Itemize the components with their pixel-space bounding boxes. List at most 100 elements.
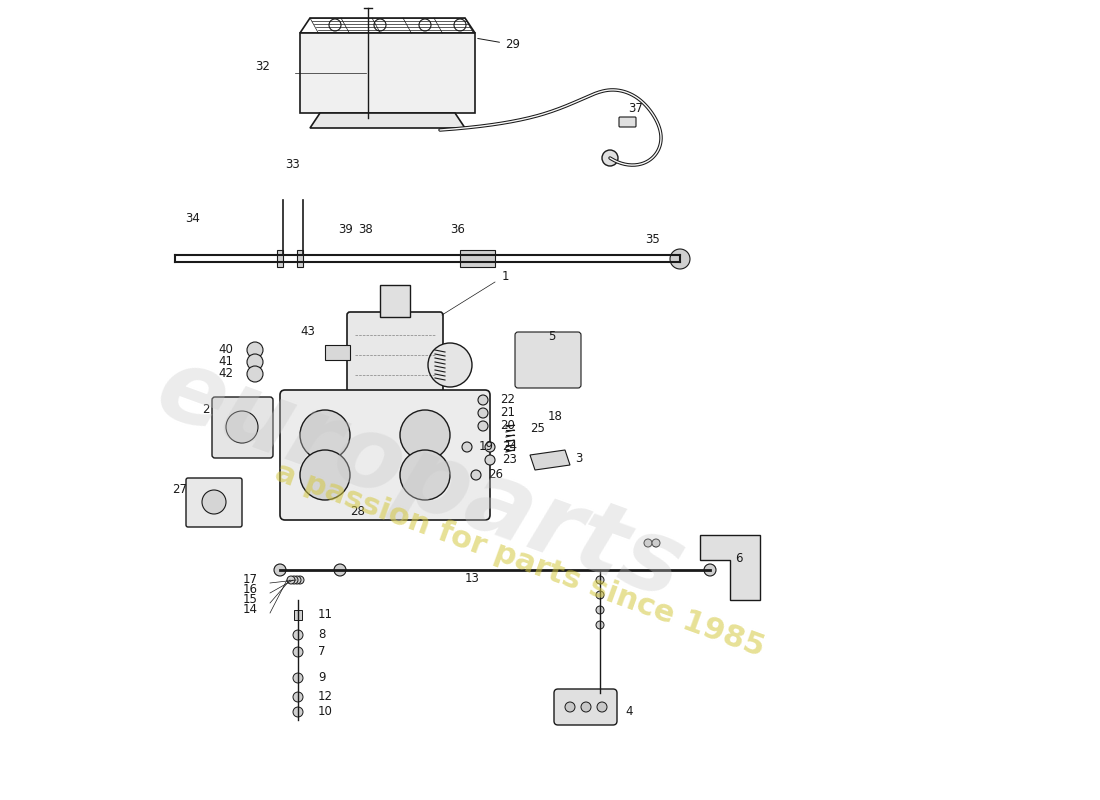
FancyBboxPatch shape	[554, 689, 617, 725]
Text: 6: 6	[735, 552, 743, 565]
Text: europarts: europarts	[144, 340, 696, 620]
Circle shape	[652, 539, 660, 547]
Circle shape	[248, 354, 263, 370]
Polygon shape	[310, 113, 465, 128]
Circle shape	[670, 249, 690, 269]
Circle shape	[478, 421, 488, 431]
Text: 23: 23	[502, 453, 517, 466]
Text: 36: 36	[450, 223, 465, 236]
Text: 37: 37	[628, 102, 642, 115]
Circle shape	[293, 576, 301, 584]
Circle shape	[274, 564, 286, 576]
Text: 22: 22	[500, 393, 515, 406]
Circle shape	[296, 576, 304, 584]
Bar	[297, 250, 302, 267]
Text: 27: 27	[172, 483, 187, 496]
Circle shape	[293, 673, 303, 683]
Circle shape	[596, 576, 604, 584]
Text: 1: 1	[502, 270, 509, 283]
Circle shape	[581, 702, 591, 712]
Circle shape	[565, 702, 575, 712]
Text: 25: 25	[530, 422, 544, 435]
Text: 16: 16	[243, 583, 258, 596]
Bar	[379, 285, 410, 317]
Circle shape	[334, 564, 346, 576]
Circle shape	[293, 707, 303, 717]
Text: 35: 35	[645, 233, 660, 246]
Text: 43: 43	[300, 325, 315, 338]
Circle shape	[602, 150, 618, 166]
Text: 13: 13	[465, 572, 480, 585]
Text: 4: 4	[625, 705, 632, 718]
Circle shape	[400, 410, 450, 460]
Text: 39: 39	[338, 223, 353, 236]
Text: 24: 24	[502, 440, 517, 453]
FancyBboxPatch shape	[515, 332, 581, 388]
Polygon shape	[530, 450, 570, 470]
Circle shape	[226, 411, 258, 443]
Circle shape	[596, 591, 604, 599]
Circle shape	[248, 366, 263, 382]
Circle shape	[596, 621, 604, 629]
Circle shape	[248, 342, 263, 358]
Text: 20: 20	[500, 419, 515, 432]
Text: 10: 10	[318, 705, 333, 718]
Text: 15: 15	[243, 593, 257, 606]
Text: a passion for parts since 1985: a passion for parts since 1985	[272, 458, 769, 662]
Text: 40: 40	[218, 343, 233, 356]
Text: 33: 33	[285, 158, 299, 171]
Text: 7: 7	[318, 645, 326, 658]
Circle shape	[290, 576, 298, 584]
Circle shape	[485, 442, 495, 452]
Text: 8: 8	[318, 628, 326, 641]
Text: 5: 5	[548, 330, 556, 343]
Text: 17: 17	[243, 573, 258, 586]
Circle shape	[644, 539, 652, 547]
Circle shape	[478, 408, 488, 418]
Text: 9: 9	[318, 671, 326, 684]
Circle shape	[597, 702, 607, 712]
Bar	[460, 250, 495, 267]
Circle shape	[704, 564, 716, 576]
Circle shape	[293, 647, 303, 657]
Text: 3: 3	[575, 452, 582, 465]
Circle shape	[471, 470, 481, 480]
Text: 26: 26	[488, 468, 503, 481]
Text: 34: 34	[185, 212, 200, 225]
FancyBboxPatch shape	[280, 390, 490, 520]
Circle shape	[485, 455, 495, 465]
Text: 2: 2	[202, 403, 209, 416]
FancyBboxPatch shape	[212, 397, 273, 458]
Text: 42: 42	[218, 367, 233, 380]
Text: 28: 28	[350, 505, 365, 518]
Circle shape	[202, 490, 226, 514]
Text: 12: 12	[318, 690, 333, 703]
Circle shape	[287, 576, 295, 584]
Polygon shape	[700, 535, 760, 600]
Bar	[324, 345, 350, 360]
Text: 18: 18	[548, 410, 563, 423]
Circle shape	[300, 410, 350, 460]
Text: 14: 14	[243, 603, 258, 616]
FancyBboxPatch shape	[186, 478, 242, 527]
Bar	[294, 610, 302, 620]
Circle shape	[293, 692, 303, 702]
Text: 32: 32	[255, 60, 270, 73]
Circle shape	[400, 450, 450, 500]
FancyBboxPatch shape	[346, 312, 443, 403]
Bar	[277, 250, 283, 267]
Text: 19: 19	[478, 440, 494, 453]
Circle shape	[596, 606, 604, 614]
Circle shape	[300, 450, 350, 500]
Polygon shape	[300, 33, 475, 113]
Circle shape	[478, 395, 488, 405]
Circle shape	[293, 630, 303, 640]
Text: 29: 29	[477, 38, 520, 51]
Text: 41: 41	[218, 355, 233, 368]
Circle shape	[428, 343, 472, 387]
Text: 38: 38	[358, 223, 373, 236]
Circle shape	[462, 442, 472, 452]
Text: 11: 11	[318, 608, 333, 621]
FancyBboxPatch shape	[619, 117, 636, 127]
Text: 21: 21	[500, 406, 515, 419]
